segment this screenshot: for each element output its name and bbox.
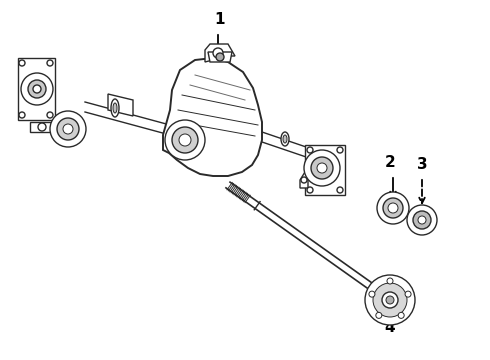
Circle shape [19, 112, 25, 118]
Circle shape [307, 187, 313, 193]
Circle shape [376, 312, 382, 318]
Circle shape [172, 127, 198, 153]
Circle shape [373, 283, 407, 317]
Circle shape [337, 147, 343, 153]
Ellipse shape [281, 132, 289, 146]
Ellipse shape [113, 103, 117, 113]
Circle shape [165, 120, 205, 160]
Circle shape [38, 123, 46, 131]
Circle shape [382, 292, 398, 308]
Circle shape [179, 134, 191, 146]
Circle shape [50, 111, 86, 147]
Circle shape [311, 157, 333, 179]
Polygon shape [300, 172, 308, 188]
Polygon shape [163, 58, 262, 176]
Circle shape [57, 118, 79, 140]
Circle shape [317, 163, 327, 173]
Circle shape [383, 198, 403, 218]
Circle shape [388, 203, 398, 213]
Circle shape [63, 124, 73, 134]
Circle shape [398, 312, 404, 318]
Polygon shape [208, 52, 232, 62]
Text: 2: 2 [385, 155, 395, 170]
Polygon shape [18, 58, 55, 120]
Circle shape [307, 147, 313, 153]
Polygon shape [305, 145, 345, 195]
Text: 1: 1 [215, 12, 225, 27]
Polygon shape [108, 94, 133, 116]
Circle shape [413, 211, 431, 229]
Circle shape [28, 80, 46, 98]
Circle shape [304, 150, 340, 186]
Circle shape [377, 192, 409, 224]
Text: 3: 3 [416, 157, 427, 172]
Circle shape [216, 53, 224, 61]
Circle shape [386, 296, 394, 304]
Polygon shape [30, 122, 55, 132]
Circle shape [407, 205, 437, 235]
Circle shape [33, 85, 41, 93]
Text: 4: 4 [385, 320, 395, 335]
Circle shape [19, 60, 25, 66]
Polygon shape [205, 44, 235, 62]
Circle shape [47, 60, 53, 66]
Circle shape [365, 275, 415, 325]
Circle shape [405, 291, 411, 297]
Circle shape [387, 278, 393, 284]
Circle shape [418, 216, 426, 224]
Ellipse shape [111, 99, 119, 117]
Circle shape [21, 73, 53, 105]
Circle shape [47, 112, 53, 118]
Circle shape [301, 177, 307, 183]
Ellipse shape [283, 135, 287, 143]
Circle shape [213, 48, 223, 58]
Circle shape [369, 291, 375, 297]
Circle shape [337, 187, 343, 193]
